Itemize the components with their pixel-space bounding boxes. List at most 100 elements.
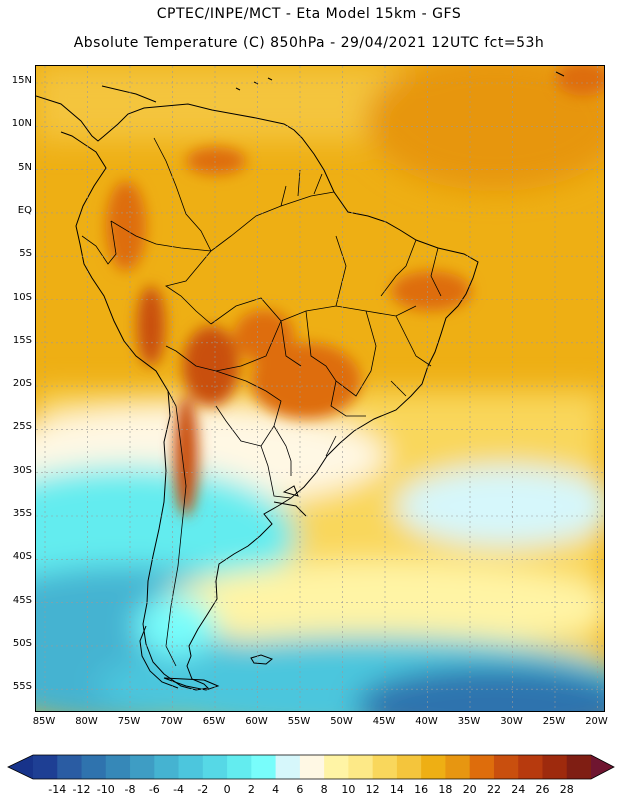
colorbar-segment: [372, 755, 398, 779]
colorbar-segment: [299, 755, 325, 779]
colorbar-label: 12: [365, 783, 380, 796]
lon-label: 35W: [457, 716, 481, 727]
warm-patch-mato-grosso: [234, 310, 294, 362]
lon-label: 20W: [585, 716, 608, 727]
colorbar-label: 2: [247, 783, 255, 796]
lon-label: 85W: [32, 716, 56, 727]
lat-label: 50S: [12, 637, 32, 649]
colorbar-segment: [251, 755, 277, 779]
warm-patch-andes-north: [106, 181, 146, 271]
temperature-map: [35, 65, 605, 712]
colorbar-label: 4: [272, 783, 280, 796]
colorbar-label: -8: [124, 783, 136, 796]
border-uruguay: [260, 445, 292, 499]
colorbar-segment: [542, 755, 568, 779]
colorbar-segment: [493, 755, 519, 779]
falklands: [250, 654, 273, 665]
colorbar-segment: [130, 755, 155, 779]
country-borders: [81, 137, 442, 667]
cuba-fragment: [101, 85, 157, 103]
lat-label: EQ: [17, 204, 32, 216]
lat-label: 15N: [11, 75, 32, 86]
lat-label: 10S: [12, 291, 32, 303]
lat-label: 30S: [12, 464, 32, 476]
title-line-1: CPTEC/INPE/MCT - Eta Model 15km - GFS: [156, 6, 462, 22]
colorbar-label: 0: [223, 783, 231, 796]
colorbar-label: -6: [148, 783, 160, 796]
colorbar-segment: [227, 755, 252, 779]
lon-label: 80W: [75, 716, 98, 727]
colorbar-segment: [154, 755, 180, 779]
colorbar-segment: [421, 755, 446, 779]
lon-label: 50W: [330, 716, 353, 727]
colorbar-label: -4: [173, 783, 185, 796]
warm-land-patches: [106, 66, 604, 516]
colorbar-segment: [469, 755, 495, 779]
colorbar-segment: [566, 755, 592, 779]
field-south-yellow: [156, 561, 604, 651]
colorbar: [7, 754, 615, 780]
colorbar-max-arrow: [591, 755, 614, 779]
south-america-outline: [36, 95, 479, 691]
colorbar-segment: [202, 755, 228, 779]
lat-label: 15S: [12, 334, 32, 346]
warm-patch-ne-brazil: [391, 271, 471, 311]
lat-label: 25S: [12, 421, 32, 433]
colorbar-segment: [81, 755, 107, 779]
warm-patch-brazil: [251, 343, 361, 419]
colorbar-segment: [396, 755, 422, 779]
colorbar-label: 28: [559, 783, 574, 796]
field-south-cold: [356, 666, 604, 711]
border-peru-bolivia-brazil: [165, 250, 212, 325]
map-canvas: [36, 66, 604, 711]
lon-label: 75W: [117, 716, 141, 727]
colorbar-segment: [105, 755, 131, 779]
field-atlantic-cool: [396, 466, 604, 546]
border-bolivia: [165, 297, 282, 372]
state-borders-brazil: [280, 235, 442, 457]
river-plate: [273, 501, 307, 517]
lon-label: 45W: [372, 716, 396, 727]
colorbar-segment: [324, 755, 349, 779]
lat-label: 40S: [12, 551, 32, 563]
patagonia-islands: [139, 625, 179, 689]
lat-label: 55S: [12, 681, 32, 693]
colorbar-min-arrow: [8, 755, 33, 779]
warm-patch-corner: [556, 66, 604, 96]
lagoa: [282, 485, 299, 497]
lon-label: 25W: [542, 716, 566, 727]
field-atlantic-warm: [366, 66, 604, 191]
warm-patch-andes-south: [174, 396, 198, 516]
border-suriname-guiana: [280, 169, 323, 207]
border-chile-argentina: [165, 390, 187, 667]
border-brazil-north: [210, 191, 335, 252]
colorbar-label: 8: [320, 783, 328, 796]
warm-patch-peru: [137, 286, 165, 366]
title-line-2: Absolute Temperature (C) 850hPa - 29/04/…: [73, 35, 545, 51]
field-patagonia-cyan: [136, 596, 216, 656]
colorbar-label: -14: [48, 783, 67, 796]
colorbar-segment: [275, 755, 301, 779]
colorbar-label: 16: [414, 783, 429, 796]
lat-label: 20S: [12, 378, 32, 390]
colorbar-label: 26: [535, 783, 550, 796]
colorbar-label: -12: [72, 783, 91, 796]
lat-label: 5N: [18, 161, 32, 173]
lat-label: 45S: [12, 594, 32, 606]
colorbar-label: 24: [511, 783, 526, 796]
colorbar-label: 20: [462, 783, 477, 796]
colorbar-label: -2: [197, 783, 209, 796]
lon-label: 65W: [202, 716, 226, 727]
lon-label: 40W: [415, 716, 438, 727]
tierra-del-fuego: [163, 677, 220, 691]
lat-label: 35S: [12, 508, 32, 519]
colorbar-segment: [348, 755, 374, 779]
colorbar-segment: [445, 755, 471, 779]
lat-label: 10N: [11, 118, 32, 130]
warm-patch-venezuela: [186, 147, 246, 175]
colorbar-label: 22: [486, 783, 501, 796]
colorbar-segment: [178, 755, 204, 779]
temperature-field: [36, 66, 604, 711]
colorbar-label: -10: [96, 783, 115, 796]
colorbar-label: 18: [438, 783, 453, 796]
